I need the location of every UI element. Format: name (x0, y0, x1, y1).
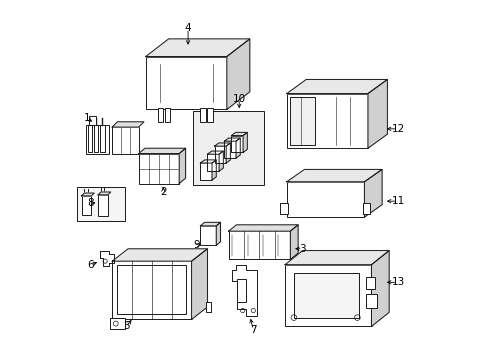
Polygon shape (228, 225, 298, 231)
Polygon shape (112, 249, 207, 261)
Polygon shape (285, 251, 388, 265)
Bar (366, 277, 374, 289)
Text: 13: 13 (390, 277, 404, 287)
Bar (77, 187, 124, 221)
Text: 7: 7 (249, 325, 256, 335)
Polygon shape (226, 39, 249, 109)
Bar (87, 125, 92, 152)
Polygon shape (214, 143, 230, 146)
Bar (200, 163, 212, 180)
Bar (214, 146, 225, 163)
Polygon shape (231, 132, 247, 136)
Polygon shape (207, 151, 223, 154)
Bar (279, 203, 287, 213)
Text: 6: 6 (87, 260, 94, 270)
Polygon shape (219, 151, 223, 171)
Text: 5: 5 (123, 321, 129, 332)
Bar (224, 141, 236, 158)
Polygon shape (100, 251, 114, 266)
Bar (293, 274, 358, 318)
Polygon shape (367, 80, 386, 148)
Bar (112, 127, 139, 154)
Polygon shape (224, 138, 240, 141)
Polygon shape (200, 160, 216, 163)
Polygon shape (179, 148, 185, 184)
Bar (286, 182, 364, 217)
Polygon shape (98, 192, 111, 195)
Polygon shape (225, 143, 230, 163)
Bar (285, 265, 371, 327)
Polygon shape (290, 225, 298, 259)
Text: 4: 4 (184, 23, 191, 33)
Bar (290, 97, 314, 145)
Bar (362, 203, 370, 213)
Bar (117, 265, 186, 314)
Bar (165, 108, 170, 122)
Text: 12: 12 (390, 124, 404, 134)
Text: 1: 1 (84, 113, 91, 123)
Polygon shape (112, 122, 143, 127)
Polygon shape (243, 132, 247, 153)
Bar (110, 318, 124, 329)
Bar (200, 226, 216, 245)
Polygon shape (364, 170, 381, 217)
Polygon shape (81, 193, 94, 196)
Bar (158, 108, 163, 122)
Polygon shape (236, 138, 240, 158)
Polygon shape (200, 222, 220, 226)
Bar (205, 302, 210, 312)
Bar (94, 125, 98, 152)
Polygon shape (371, 251, 388, 327)
Bar (112, 261, 191, 319)
Bar (237, 279, 246, 302)
Bar (228, 231, 290, 259)
Bar (85, 125, 108, 154)
Bar (89, 116, 96, 125)
Text: 3: 3 (299, 244, 305, 254)
Bar (231, 136, 243, 153)
Polygon shape (212, 160, 216, 180)
Polygon shape (286, 170, 381, 182)
Bar (98, 195, 108, 216)
Bar (139, 153, 179, 184)
Bar (200, 108, 205, 122)
Bar (207, 154, 219, 171)
Polygon shape (286, 80, 386, 94)
Bar (366, 294, 376, 308)
Text: 9: 9 (193, 240, 200, 250)
Text: 10: 10 (232, 94, 245, 104)
Polygon shape (216, 222, 220, 245)
Text: 8: 8 (87, 198, 94, 208)
Bar (145, 57, 226, 109)
Bar (100, 125, 104, 152)
Bar (193, 111, 264, 185)
Polygon shape (232, 265, 256, 316)
Polygon shape (139, 148, 185, 154)
Bar (286, 94, 367, 148)
Polygon shape (191, 249, 207, 319)
Text: 11: 11 (390, 196, 404, 206)
Bar (81, 196, 91, 215)
Bar (207, 108, 212, 122)
Polygon shape (145, 39, 249, 57)
Text: 2: 2 (160, 187, 166, 197)
